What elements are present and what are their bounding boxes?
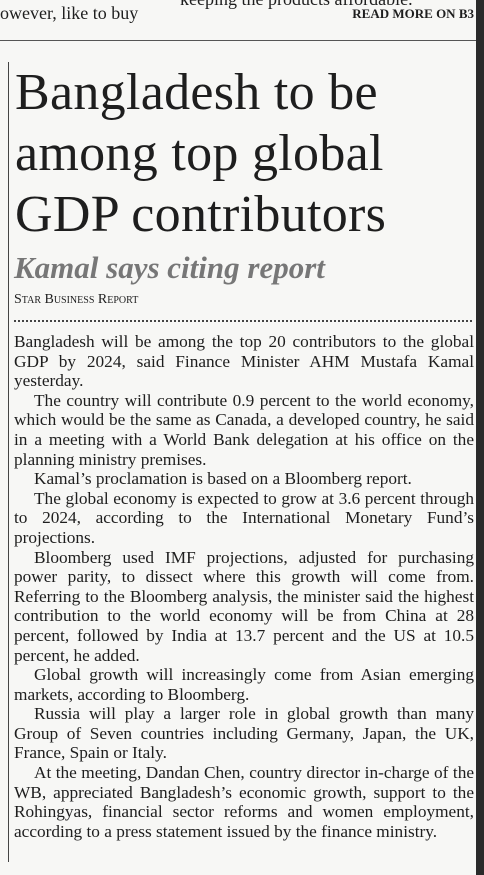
paragraph: Global growth will increasingly come fro… (14, 665, 474, 704)
paragraph: Kamal’s proclamation is based on a Bloom… (34, 469, 412, 489)
fragment: owever, like to buy (0, 3, 139, 23)
paragraph: Bangladesh will be among the top 20 cont… (14, 332, 474, 391)
edge-bar (476, 0, 484, 875)
dotted-rule (14, 320, 472, 322)
read-more: READ MORE ON B3 (352, 6, 474, 21)
paragraph: Bloomberg used IMF projections, adjusted… (14, 547, 474, 665)
headline: Bangladesh to be among top global GDP co… (15, 64, 387, 243)
article-body: Bangladesh will be among the top 20 cont… (14, 332, 474, 841)
paragraph: Russia will play a larger role in global… (14, 704, 474, 763)
fragment: keeping the products affordable. (180, 0, 413, 10)
subhead: Kamal says citing report (14, 250, 325, 285)
byline: Star Business Report (14, 292, 139, 307)
top-strip: owever, like to buy keeping the products… (0, 0, 476, 41)
paragraph: The country will contribute 0.9 percent … (14, 390, 474, 469)
column-rule (8, 62, 9, 862)
paragraph: The global economy is expected to grow a… (14, 488, 474, 547)
paragraph: At the meeting, Dandan Chen, country dir… (14, 763, 474, 841)
